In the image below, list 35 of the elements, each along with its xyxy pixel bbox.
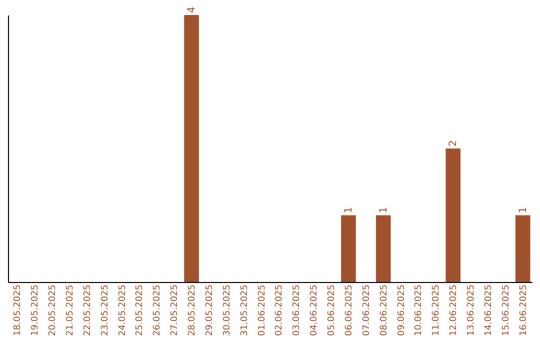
data-label: 1 bbox=[518, 206, 529, 214]
x-tick-label: 26.05.2025 bbox=[152, 284, 163, 336]
x-tick-label: 19.05.2025 bbox=[30, 284, 41, 336]
x-tick-label: 23.05.2025 bbox=[100, 284, 110, 336]
x-tick-label: 27.05.2025 bbox=[170, 284, 180, 336]
x-tick-label: 30.05.2025 bbox=[222, 284, 232, 336]
x-tick-label: 04.06.2025 bbox=[310, 284, 320, 336]
x-tick-label: 03.06.2025 bbox=[292, 284, 302, 336]
x-tick-label: 25.05.2025 bbox=[135, 284, 146, 336]
x-tick-label: 10.06.2025 bbox=[414, 284, 424, 336]
x-tick-label: 16.06.2025 bbox=[518, 284, 529, 336]
data-label: 4 bbox=[186, 6, 198, 13]
x-tick-label: 15.06.2025 bbox=[501, 284, 512, 336]
x-tick-label: 09.06.2025 bbox=[396, 284, 407, 336]
x-tick-label: 12.06.2025 bbox=[449, 284, 460, 336]
x-tick-label: 06.06.2025 bbox=[344, 284, 354, 336]
x-tick-label: 07.06.2025 bbox=[362, 284, 372, 336]
x-tick-label: 13.06.2025 bbox=[466, 284, 477, 336]
x-tick-label: 20.05.2025 bbox=[48, 284, 58, 336]
x-tick-label: 01.06.2025 bbox=[257, 284, 268, 336]
data-label: 1 bbox=[378, 206, 390, 214]
x-tick-label: 22.05.2025 bbox=[82, 284, 93, 336]
x-tick-label: 18.05.2025 bbox=[13, 284, 24, 336]
x-tick-label: 11.06.2025 bbox=[432, 284, 442, 336]
x-tick-label: 29.05.2025 bbox=[204, 284, 215, 336]
data-label: 2 bbox=[448, 140, 460, 146]
x-tick-label: 28.05.2025 bbox=[188, 284, 198, 336]
data-label: 1 bbox=[343, 206, 354, 214]
x-tick-label: 02.06.2025 bbox=[274, 284, 285, 336]
x-tick-label: 08.06.2025 bbox=[379, 284, 390, 336]
x-tick-label: 05.06.2025 bbox=[327, 284, 338, 336]
x-tick-label: 24.05.2025 bbox=[118, 284, 128, 336]
x-tick-label: 31.05.2025 bbox=[240, 284, 250, 336]
x-tick-label: 21.05.2025 bbox=[65, 284, 76, 336]
x-tick-label: 14.06.2025 bbox=[484, 284, 494, 336]
